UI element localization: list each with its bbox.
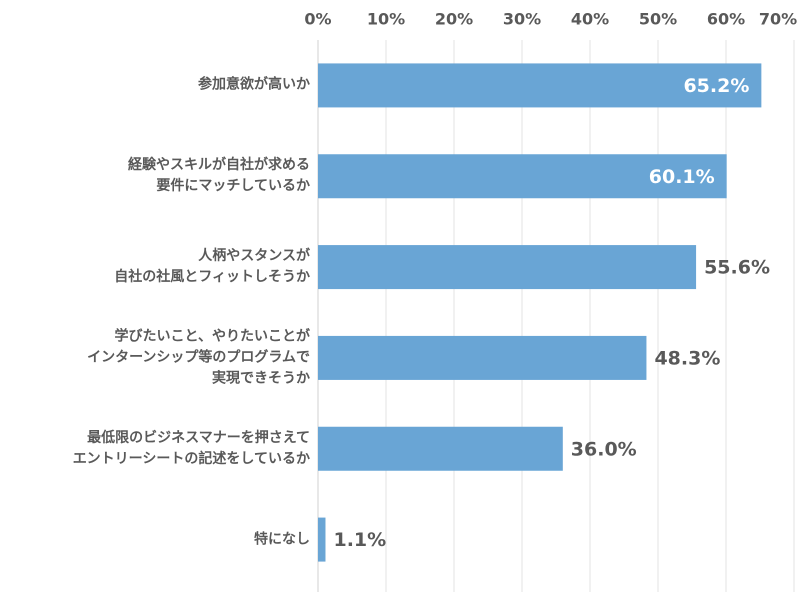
x-tick-label: 0% <box>304 10 331 29</box>
value-label: 1.1% <box>333 529 386 551</box>
x-tick-label: 60% <box>707 10 745 29</box>
value-label: 36.0% <box>571 438 637 460</box>
x-tick-label: 50% <box>639 10 677 29</box>
bar <box>318 517 326 562</box>
y-tick-label: 特になし <box>254 531 310 548</box>
bar <box>318 426 563 471</box>
value-label: 55.6% <box>704 257 770 279</box>
bar <box>318 245 697 290</box>
x-tick-label: 70% <box>759 10 797 29</box>
y-tick-label: 人柄やスタンスが 自社の社風とフィットしそうか <box>114 248 310 286</box>
x-tick-label: 40% <box>571 10 609 29</box>
y-tick-label: 経験やスキルが自社が求める 要件にマッチしているか <box>128 157 310 195</box>
bar <box>318 335 647 380</box>
x-tick-label: 20% <box>435 10 473 29</box>
y-tick-label: 最低限のビジネスマナーを押さえて エントリーシートの記述をしているか <box>72 429 310 467</box>
y-tick-label: 参加意欲が高いか <box>198 76 310 93</box>
value-label: 60.1% <box>649 166 715 188</box>
y-tick-label: 学びたいこと、やりたいことが インターンシップ等のプログラムで 実現できそうか <box>87 328 310 387</box>
value-label: 65.2% <box>683 75 749 97</box>
x-tick-label: 30% <box>503 10 541 29</box>
x-tick-label: 10% <box>367 10 405 29</box>
bar <box>318 154 727 199</box>
value-label: 48.3% <box>654 347 720 369</box>
bar <box>318 63 762 108</box>
